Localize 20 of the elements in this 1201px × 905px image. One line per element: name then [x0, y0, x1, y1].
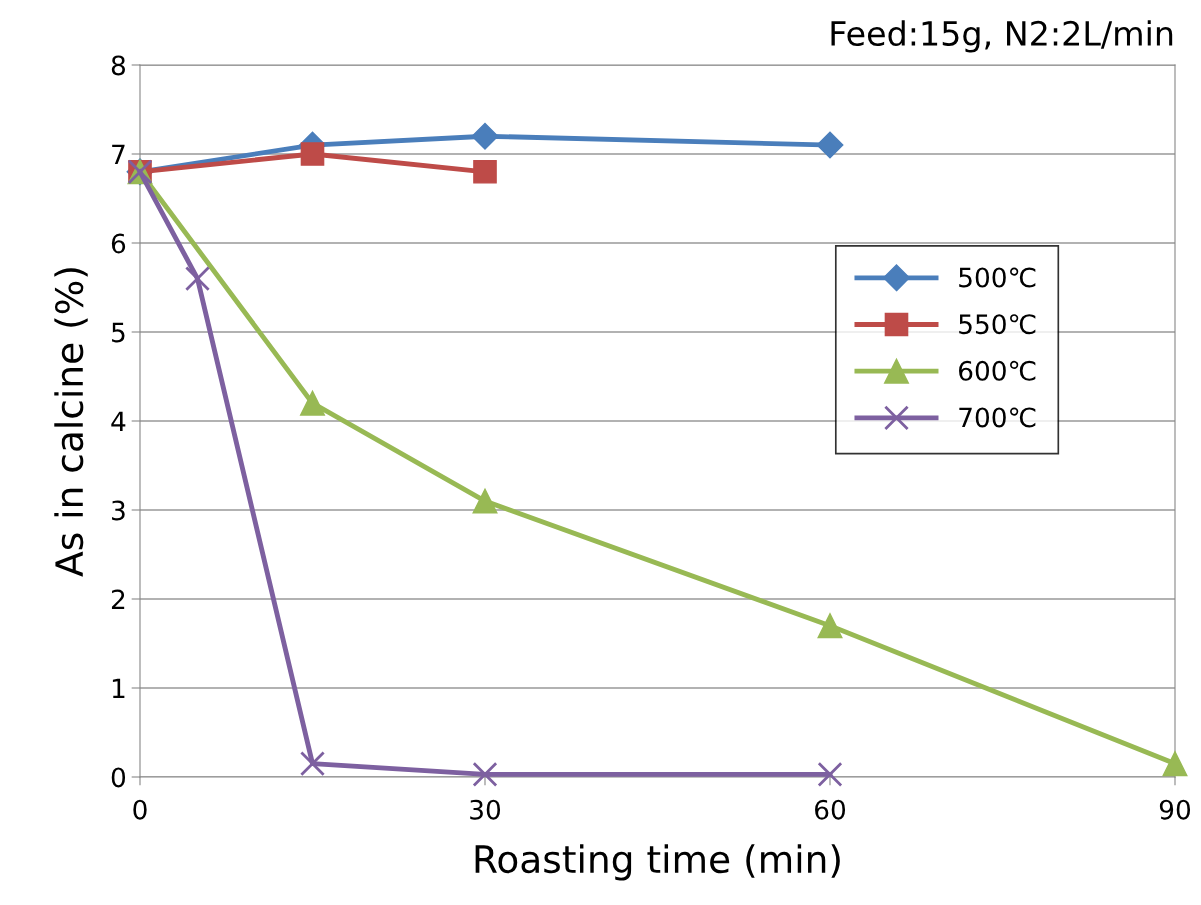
y-tick-label: 8: [111, 55, 125, 76]
y-tick-label: 6: [111, 233, 126, 254]
legend-label: 600℃: [959, 360, 1036, 381]
x-tick-label: 0: [133, 799, 147, 820]
legend-label: 550℃: [959, 314, 1036, 335]
y-tick-label: 3: [112, 500, 125, 521]
x-axis-title: Roasting time (min): [475, 844, 840, 881]
y-tick-label: 0: [111, 767, 126, 788]
x-tick-label: 60: [815, 799, 846, 820]
legend-label: 700℃: [959, 407, 1036, 428]
y-tick-label: 2: [111, 589, 125, 610]
y-tick-label: 7: [112, 144, 125, 165]
x-tick-label: 90: [1159, 799, 1191, 820]
y-tick-label: 5: [112, 322, 125, 343]
legend-label: 500℃: [959, 267, 1036, 288]
y-tick-label: 4: [111, 411, 126, 432]
x-tick-label: 30: [470, 799, 501, 820]
chart-title: Feed:15g, N2:2L/min: [831, 20, 1173, 53]
y-tick-label: 1: [112, 678, 125, 699]
y-axis-title: As in calcine (%): [54, 268, 88, 577]
